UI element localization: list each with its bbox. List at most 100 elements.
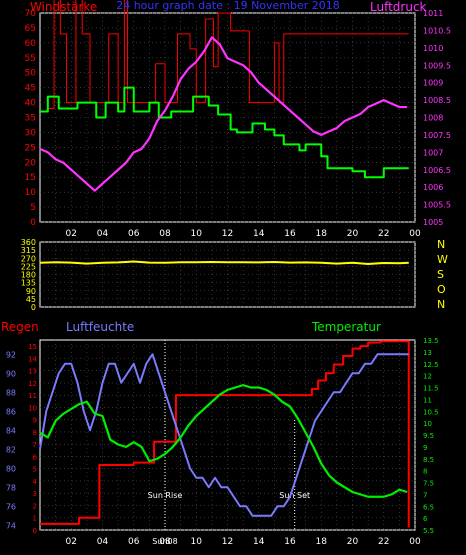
temperature-tick-label: 5.5 <box>423 527 434 535</box>
temperature-tick-label: 6.5 <box>423 503 434 511</box>
pressure-tick-label: 1010 <box>423 44 443 53</box>
compass-label: O <box>437 283 446 296</box>
temperature-tick-label: 8 <box>423 468 427 476</box>
wind-tick-label: 20 <box>25 158 37 168</box>
direction-tick-label: 270 <box>21 254 36 263</box>
x-tick-label: 16 <box>284 229 296 239</box>
sunrise-label: Sun Rise <box>148 491 183 500</box>
temperature-tick-label: 11 <box>423 396 432 404</box>
sunrise-tick-label: Sun08 <box>152 537 177 546</box>
rain-tick-label: 9 <box>33 417 37 425</box>
humidity-tick-label: 88 <box>6 388 16 397</box>
x-tick-label: 10 <box>191 537 203 547</box>
rain-tick-label: 8 <box>33 429 37 437</box>
x-tick-label: 02 <box>66 537 77 547</box>
temperature-line <box>39 384 408 498</box>
wind-tick-label: 65 <box>25 24 36 34</box>
direction-tick-label: 0 <box>31 303 36 312</box>
rain-tick-label: 2 <box>33 502 37 510</box>
temperature-tick-label: 12.5 <box>423 361 439 369</box>
rain-tick-label: 5 <box>33 466 37 474</box>
rain-tick-label: 13 <box>28 368 37 376</box>
humidity-tick-label: 82 <box>6 445 16 454</box>
x-tick-label: 20 <box>347 537 359 547</box>
rain-line <box>40 340 410 528</box>
pressure-tick-label: 1009 <box>423 79 443 88</box>
x-tick-label: 00 <box>409 229 421 239</box>
wind-tick-label: 70 <box>25 9 37 19</box>
humidity-tick-label: 74 <box>6 521 16 530</box>
humidity-tick-label: 86 <box>6 407 16 416</box>
rain-tick-label: 11 <box>28 392 37 400</box>
pressure-tick-label: 1007.5 <box>423 131 451 140</box>
rain-tick-label: 7 <box>33 441 37 449</box>
humidity-tick-label: 80 <box>6 464 16 473</box>
pressure-tick-label: 1005.5 <box>423 201 451 210</box>
humidity-axis-ticks: 74 76 78 80 82 84 86 88 90 92 <box>6 350 16 530</box>
wind-speed-line <box>47 0 409 110</box>
x-tick-label: 04 <box>97 229 109 239</box>
x-tick-label: 08 <box>159 229 171 239</box>
rain-tick-label: 1 <box>33 515 37 523</box>
x-tick-label: 06 <box>128 537 140 547</box>
wind-tick-label: 25 <box>25 143 36 153</box>
x-tick-label: 22 <box>378 537 389 547</box>
x-tick-label: 00 <box>409 537 421 547</box>
direction-tick-label: 315 <box>21 246 36 255</box>
x-tick-label: 10 <box>191 229 203 239</box>
temperature-tick-label: 8.5 <box>423 456 434 464</box>
compass-label: W <box>437 253 448 266</box>
wind-tick-label: 0 <box>30 218 36 228</box>
pressure-title: Luftdruck <box>370 0 427 14</box>
x-tick-label: 18 <box>316 229 328 239</box>
wind-direction-series <box>39 260 409 266</box>
wind-tick-label: 15 <box>25 173 36 183</box>
wind-tick-label: 5 <box>30 203 36 213</box>
humidity-tick-label: 78 <box>6 483 16 492</box>
direction-tick-label: 180 <box>21 271 36 280</box>
temperature-title: Temperatur <box>311 320 381 334</box>
wind-tick-label: 10 <box>25 188 37 198</box>
temperature-tick-label: 6 <box>423 515 428 523</box>
rain-tick-label: 0 <box>33 527 37 535</box>
x-tick-label: 14 <box>253 537 265 547</box>
x-tick-label: 02 <box>66 229 77 239</box>
bottom-series <box>39 340 410 528</box>
x-tick-label: 14 <box>253 229 265 239</box>
humidity-tick-label: 90 <box>6 369 16 378</box>
compass-label: S <box>437 268 444 281</box>
pressure-tick-label: 1007 <box>423 148 443 157</box>
x-tick-label: 22 <box>378 229 389 239</box>
x-tick-label: 20 <box>347 229 359 239</box>
pressure-tick-label: 1008 <box>423 114 443 123</box>
temperature-tick-label: 9 <box>423 444 427 452</box>
graph-date-title: 24 hour graph date : 19 November 2018 <box>116 0 340 12</box>
temperature-tick-label: 13.5 <box>423 337 439 345</box>
bottom-grid <box>40 340 416 531</box>
bottom-x-axis-ticks: 02 04 06 08 10 12 14 16 18 20 22 00 <box>66 537 421 547</box>
temperature-tick-label: 11.5 <box>423 385 439 393</box>
temperature-tick-label: 7.5 <box>423 480 434 488</box>
pressure-tick-label: 1006 <box>423 183 443 192</box>
wind-tick-label: 60 <box>25 39 37 49</box>
sunset-label: Sun Set <box>279 491 310 500</box>
pressure-tick-label: 1011 <box>423 9 443 18</box>
wind-pressure-series <box>39 0 409 192</box>
wind-x-axis-ticks: 02 04 06 08 10 12 14 16 18 20 22 00 <box>66 229 421 239</box>
temperature-tick-label: 10.5 <box>423 408 439 416</box>
x-tick-label: 12 <box>222 229 233 239</box>
x-tick-label: 18 <box>316 537 328 547</box>
pressure-tick-label: 1005 <box>423 218 443 227</box>
rain-tick-label: 3 <box>33 490 37 498</box>
rain-humidity-temp-plot-area <box>39 339 416 531</box>
x-tick-label: 04 <box>97 537 109 547</box>
wind-tick-label: 40 <box>25 99 37 109</box>
temperature-tick-label: 12 <box>423 373 432 381</box>
rain-tick-label: 10 <box>28 404 37 412</box>
temperature-tick-label: 13 <box>423 349 432 357</box>
x-tick-label: 16 <box>284 537 296 547</box>
sun-markers: Sun Rise Sun Set Sun08 <box>148 340 310 546</box>
